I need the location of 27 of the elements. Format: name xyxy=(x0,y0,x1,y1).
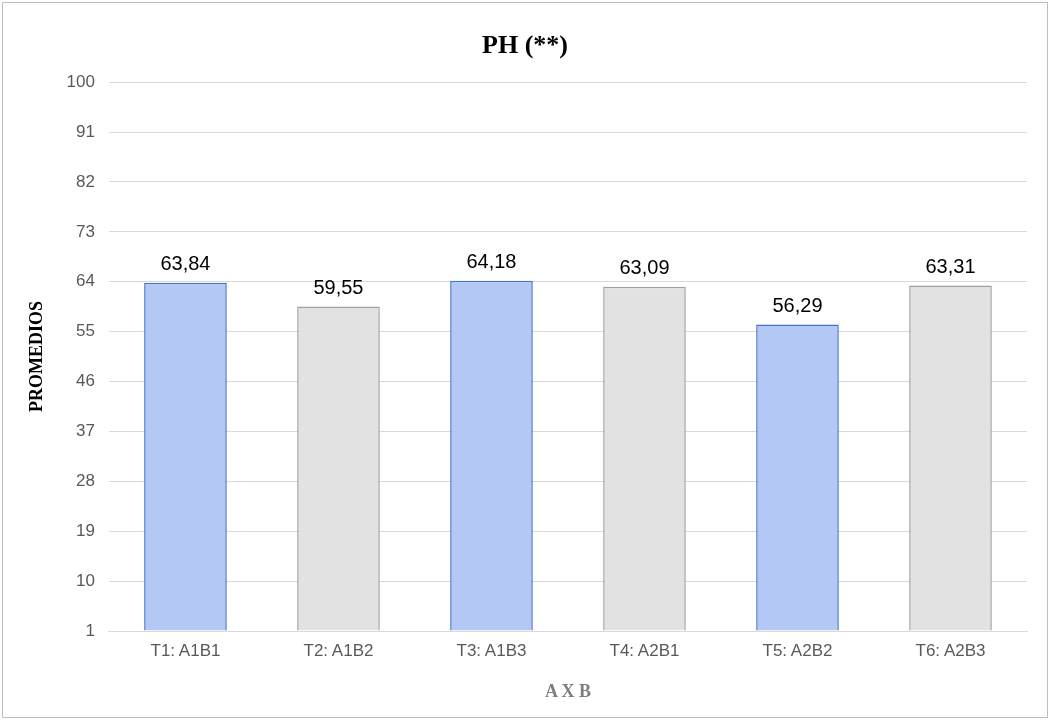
y-tick-label: 28 xyxy=(76,471,95,491)
y-tick-label: 82 xyxy=(76,171,95,191)
data-label: 63,84 xyxy=(160,252,211,275)
x-tick-label: T2: A1B2 xyxy=(303,640,374,660)
x-tick-label: T4: A2B1 xyxy=(609,640,680,660)
y-tick-label: 1 xyxy=(85,620,95,640)
x-tick-label: T6: A2B3 xyxy=(915,640,986,660)
y-tick-label: 91 xyxy=(76,121,95,141)
data-label: 63,09 xyxy=(619,256,670,279)
x-tick-label: T3: A1B3 xyxy=(456,640,527,660)
y-tick-label: 37 xyxy=(76,421,95,441)
data-label: 63,31 xyxy=(925,255,976,278)
y-tick-label: 73 xyxy=(76,221,95,241)
x-tick-label: T5: A2B2 xyxy=(762,640,833,660)
data-label: 56,29 xyxy=(772,294,823,317)
data-label: 64,18 xyxy=(466,250,517,273)
y-tick-label: 46 xyxy=(76,371,95,391)
y-axis-title: PROMEDIOS xyxy=(26,301,47,413)
y-tick-label: 64 xyxy=(76,271,95,291)
x-tick-label: T1: A1B1 xyxy=(150,640,221,660)
data-label: 59,55 xyxy=(313,275,364,298)
chart-title: PH (**) xyxy=(482,30,568,60)
x-axis-title: A X B xyxy=(544,680,591,701)
y-tick-label: 55 xyxy=(76,321,95,341)
y-tick-label: 10 xyxy=(76,570,95,590)
y-tick-label: 100 xyxy=(66,71,95,91)
y-tick-label: 19 xyxy=(76,520,95,540)
